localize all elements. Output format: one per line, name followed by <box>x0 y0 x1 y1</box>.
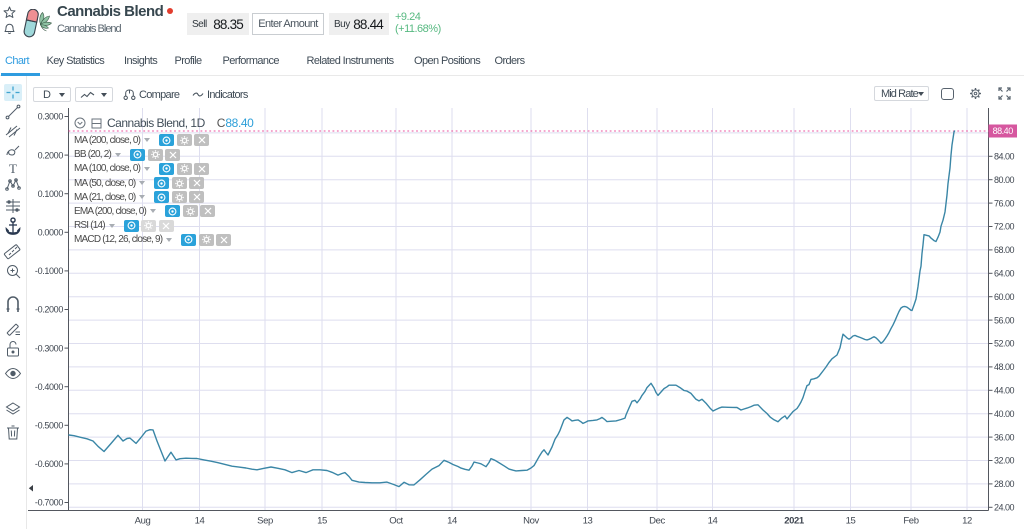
svg-text:Sep: Sep <box>257 516 273 527</box>
svg-text:76.00: 76.00 <box>994 198 1015 208</box>
svg-text:84.00: 84.00 <box>994 152 1015 162</box>
svg-text:2021: 2021 <box>784 516 805 527</box>
svg-text:24.00: 24.00 <box>994 503 1015 513</box>
svg-text:48.00: 48.00 <box>994 362 1015 372</box>
svg-text:-0.3000: -0.3000 <box>35 343 63 353</box>
svg-text:14: 14 <box>708 516 718 527</box>
svg-text:40.00: 40.00 <box>994 409 1015 419</box>
svg-text:12: 12 <box>962 516 972 527</box>
svg-text:-0.6000: -0.6000 <box>35 459 63 469</box>
svg-text:0.0000: 0.0000 <box>38 228 64 238</box>
svg-text:-0.2000: -0.2000 <box>35 305 63 315</box>
svg-text:52.00: 52.00 <box>994 339 1015 349</box>
svg-text:64.00: 64.00 <box>994 269 1015 279</box>
svg-text:0.2000: 0.2000 <box>38 150 64 160</box>
svg-text:36.00: 36.00 <box>994 432 1015 442</box>
svg-text:Aug: Aug <box>135 516 151 527</box>
svg-text:15: 15 <box>317 516 327 527</box>
svg-text:56.00: 56.00 <box>994 315 1015 325</box>
svg-text:60.00: 60.00 <box>994 292 1015 302</box>
svg-text:68.00: 68.00 <box>994 245 1015 255</box>
svg-text:Nov: Nov <box>523 516 539 527</box>
svg-text:Dec: Dec <box>649 516 665 527</box>
svg-text:-0.4000: -0.4000 <box>35 382 63 392</box>
svg-text:T: T <box>9 161 17 176</box>
svg-text:72.00: 72.00 <box>994 222 1015 232</box>
svg-text:-0.5000: -0.5000 <box>35 421 63 431</box>
svg-text:-0.1000: -0.1000 <box>35 266 63 276</box>
svg-text:Feb: Feb <box>903 516 918 527</box>
svg-text:15: 15 <box>846 516 856 527</box>
svg-text:32.00: 32.00 <box>994 456 1015 466</box>
svg-text:Oct: Oct <box>389 516 403 527</box>
svg-text:44.00: 44.00 <box>994 386 1015 396</box>
svg-text:28.00: 28.00 <box>994 479 1015 489</box>
svg-text:88.40: 88.40 <box>993 126 1014 136</box>
svg-text:14: 14 <box>447 516 457 527</box>
svg-text:0.3000: 0.3000 <box>38 112 64 122</box>
svg-text:13: 13 <box>583 516 593 527</box>
svg-text:80.00: 80.00 <box>994 175 1015 185</box>
svg-text:14: 14 <box>195 516 205 527</box>
svg-text:-0.7000: -0.7000 <box>35 498 63 508</box>
svg-text:0.1000: 0.1000 <box>38 189 64 199</box>
